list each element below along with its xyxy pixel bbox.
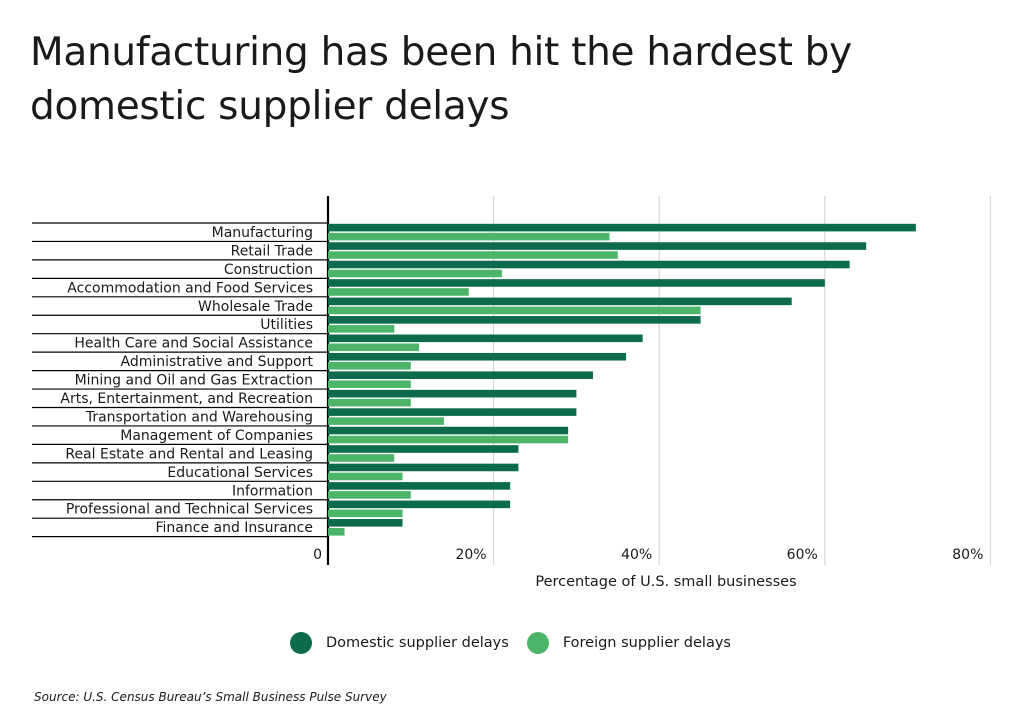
x-tick-labels: 0 20% 40% 60% 80% (313, 547, 983, 563)
category-labels: Manufacturing Retail Trade Construction Acc… (60, 225, 313, 536)
bar-foreign (328, 306, 701, 315)
bar-domestic (328, 371, 593, 379)
x-tick-label: 0 (313, 547, 322, 563)
chart-title: Manufacturing has been hit the hardest b… (30, 30, 852, 129)
category-label: Information (232, 483, 313, 499)
category-label: Wholesale Trade (198, 299, 313, 315)
bar-foreign (328, 361, 411, 370)
bar-domestic (328, 500, 511, 509)
x-tick-label: 40% (621, 547, 652, 563)
legend-label-foreign: Foreign supplier delays (562, 635, 731, 651)
category-label: Construction (224, 262, 313, 278)
x-tick-label: 80% (952, 547, 983, 563)
bar-domestic (328, 463, 519, 472)
bar-foreign (328, 491, 411, 499)
bar-foreign (328, 380, 411, 388)
category-label: Health Care and Social Assistance (74, 336, 313, 352)
category-label: Transportation and Warehousing (85, 409, 313, 425)
bar-foreign (328, 251, 618, 259)
source-note: Source: U.S. Census Bureau’s Small Busin… (34, 690, 387, 704)
x-tick-label: 60% (787, 547, 818, 563)
legend-swatch-domestic (290, 632, 312, 654)
bar-domestic (328, 352, 627, 361)
category-label: Management of Companies (120, 428, 313, 444)
bar-foreign (328, 454, 395, 462)
bar-foreign (328, 417, 444, 425)
legend-item-foreign: Foreign supplier delays (526, 632, 731, 654)
category-label: Professional and Technical Services (66, 502, 313, 518)
category-label: Mining and Oil and Gas Extraction (75, 373, 313, 389)
bar-foreign (328, 343, 420, 352)
bar-domestic (328, 408, 577, 416)
bar-domestic (328, 389, 577, 398)
bar-domestic (328, 334, 643, 343)
category-label: Real Estate and Rental and Leasing (65, 446, 313, 462)
bar-domestic (328, 242, 867, 250)
bar-foreign (328, 325, 395, 333)
bars (328, 223, 916, 536)
legend: Domestic supplier delays Foreign supplie… (290, 632, 749, 654)
bar-foreign (328, 288, 469, 296)
bar-foreign (328, 435, 569, 444)
bar-foreign (328, 472, 403, 481)
bar-domestic (328, 223, 916, 232)
bar-foreign (328, 269, 502, 278)
bar-domestic (328, 260, 850, 269)
legend-swatch-foreign (526, 632, 549, 654)
bar-foreign (328, 509, 403, 518)
bar-domestic (328, 279, 825, 287)
x-axis-title: Percentage of U.S. small businesses (535, 574, 796, 590)
category-label: Finance and Insurance (156, 520, 314, 536)
bar-domestic (328, 297, 792, 306)
x-tick-label: 20% (455, 547, 486, 563)
bar-foreign (328, 528, 345, 536)
category-label: Accommodation and Food Services (67, 280, 313, 296)
bar-domestic (328, 426, 569, 435)
category-label: Manufacturing (212, 225, 313, 241)
bar-domestic (328, 316, 701, 324)
category-label: Retail Trade (231, 243, 313, 259)
category-label: Arts, Entertainment, and Recreation (60, 391, 313, 407)
bar-foreign (328, 398, 411, 407)
legend-label-domestic: Domestic supplier delays (326, 635, 509, 651)
bar-domestic (328, 482, 511, 490)
legend-item-domestic: Domestic supplier delays (290, 632, 509, 654)
bar-domestic (328, 519, 403, 527)
category-label: Administrative and Support (121, 354, 314, 370)
category-label: Educational Services (167, 465, 313, 481)
category-label: Utilities (260, 317, 313, 333)
bar-domestic (328, 445, 519, 453)
bar-foreign (328, 232, 610, 241)
